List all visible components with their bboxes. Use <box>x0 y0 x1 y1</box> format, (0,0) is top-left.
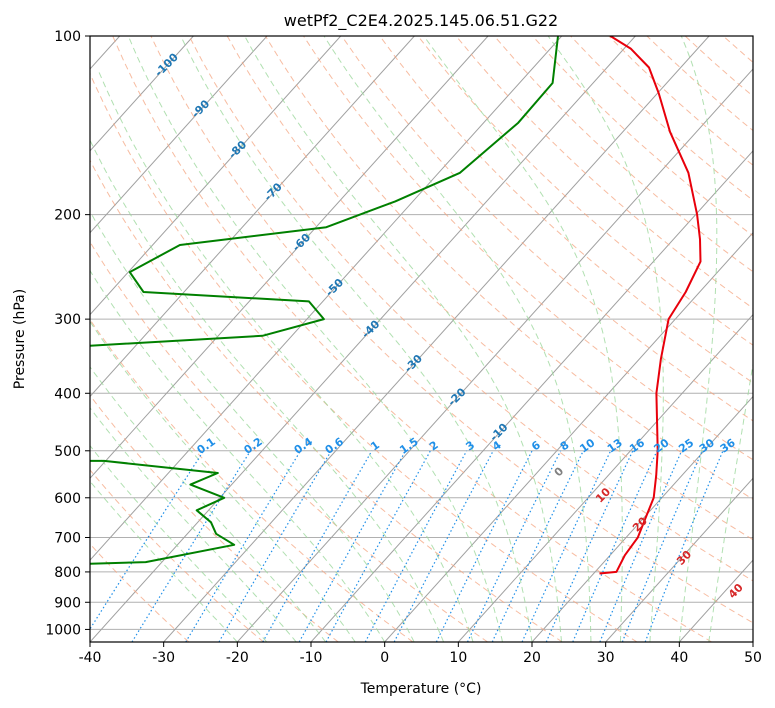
x-tick-label: -40 <box>79 650 102 666</box>
isotherm-line <box>90 36 636 642</box>
mixing-ratio-line <box>644 450 724 642</box>
temperature-line <box>599 36 702 575</box>
x-tick-label: -20 <box>226 650 249 666</box>
moist-adiabat-line <box>127 36 503 642</box>
x-tick-label: 40 <box>670 650 688 666</box>
moist-adiabat-line <box>90 480 238 642</box>
chart-title: wetPf2_C2E4.2025.145.06.51.G22 <box>284 11 558 31</box>
isotherm-line <box>90 36 194 152</box>
moist-adiabat-line <box>708 361 753 642</box>
isotherm-line <box>310 150 753 642</box>
isotherm-line <box>605 477 753 642</box>
moist-adiabat-line <box>90 320 356 642</box>
isotherm-line <box>163 36 710 642</box>
mixing-ratio-line <box>185 450 302 642</box>
moist-adiabat-line <box>90 139 445 642</box>
y-tick-label: 100 <box>54 29 81 45</box>
mixing-ratio-lines <box>90 450 724 642</box>
isotherm-line <box>384 231 753 642</box>
x-tick-label: 10 <box>449 650 467 666</box>
moist-adiabat-line <box>90 269 386 642</box>
isotherm-line <box>90 36 268 234</box>
dry-adiabat-line <box>455 36 753 309</box>
moist-adiabat-line <box>423 36 623 642</box>
dry-adiabat-line <box>90 159 563 642</box>
x-tick-label: 20 <box>523 650 541 666</box>
x-tick-label: 0 <box>380 650 389 666</box>
mixing-ratio-line <box>599 450 683 642</box>
mixing-ratio-line <box>572 450 658 642</box>
dry-adiabat-line <box>150 36 753 624</box>
moist-adiabat-line <box>180 36 533 642</box>
moist-adiabat-line <box>90 366 327 642</box>
mixing-ratio-line <box>325 450 431 642</box>
dry-adiabat-line <box>417 36 753 346</box>
profiles <box>90 36 702 575</box>
y-tick-label: 700 <box>54 531 81 547</box>
y-tick-label: 200 <box>54 208 81 224</box>
mixing-ratio-line <box>364 450 468 642</box>
isotherm-line <box>90 36 563 561</box>
moist-adiabat-line <box>678 36 718 642</box>
axes: -40 -30 -20 -10 0 10 20 30 40 50 1000 900 800 700 600 5… <box>45 29 762 666</box>
isotherm-line <box>531 395 753 642</box>
moist-adiabat-line <box>98 71 474 642</box>
plot-frame <box>89 35 754 643</box>
y-tick-label: 300 <box>54 312 81 328</box>
y-axis-label: Pressure (hPa) <box>12 289 28 389</box>
isotherm-line <box>236 68 753 642</box>
isotherm-line <box>457 313 753 642</box>
dry-adiabat-line <box>112 36 712 642</box>
y-tick-label: 800 <box>54 565 81 581</box>
y-tick-label: 600 <box>54 491 81 507</box>
x-tick-label: 50 <box>744 650 762 666</box>
x-axis-label: Temperature (°C) <box>360 681 482 697</box>
y-tick-label: 900 <box>54 595 81 611</box>
dry-adiabat-line <box>90 543 190 642</box>
dry-adiabat-line <box>90 469 264 642</box>
dewpoint-line <box>90 36 559 565</box>
mixing-ratio-line <box>90 450 205 631</box>
mixing-ratio-line <box>621 450 703 642</box>
moist-adiabat-line <box>547 36 664 642</box>
isotherm-line <box>90 36 342 316</box>
y-tick-label: 500 <box>54 444 81 460</box>
dry-adiabat-line <box>90 394 339 642</box>
dry-adiabat-line <box>90 240 488 642</box>
isotherm-line <box>90 36 415 398</box>
mixing-ratio-line <box>466 450 562 642</box>
x-tick-label: -30 <box>152 650 175 666</box>
mixing-ratio-line <box>435 450 533 642</box>
moist-adiabat-line <box>244 36 562 642</box>
moist-adiabat-line <box>323 36 592 642</box>
moist-adiabat-line <box>90 407 297 642</box>
moist-adiabat-line <box>90 444 268 642</box>
x-tick-label: -10 <box>300 650 323 666</box>
dry-adiabat-line <box>90 318 414 642</box>
y-tick-label: 1000 <box>45 622 81 638</box>
y-tick-label: 400 <box>54 386 81 402</box>
x-tick-label: 30 <box>597 650 615 666</box>
moist-adiabat-line <box>90 210 415 642</box>
mixing-ratio-line <box>298 450 407 642</box>
